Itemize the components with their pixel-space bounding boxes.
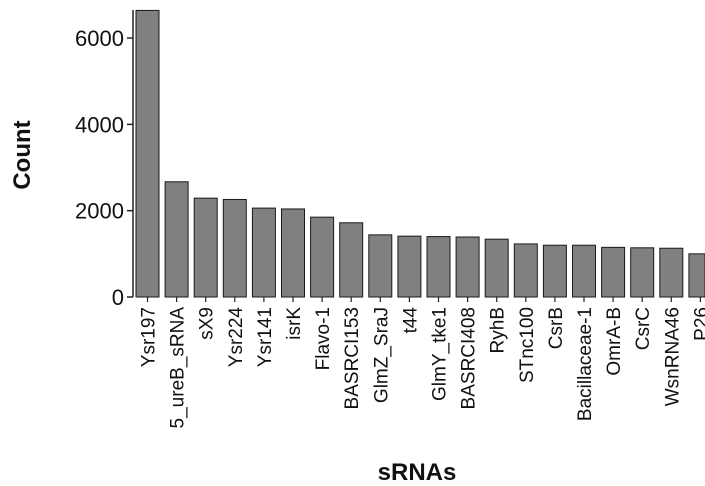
bar [455, 236, 480, 298]
x-tick-label: Ysr224 [226, 307, 247, 368]
y-tick-label: 0 [112, 285, 124, 310]
bar [484, 238, 509, 298]
x-tick-label: Flavo-1 [313, 307, 334, 370]
x-tick-label: STnc100 [517, 307, 538, 383]
x-tick-label: 5_ureB_sRNA [168, 307, 189, 429]
bar [164, 181, 189, 298]
x-tick-label: GlmY_tke1 [430, 307, 451, 401]
bar [222, 198, 247, 298]
x-tick-label: RyhB [488, 307, 509, 353]
bars [135, 9, 705, 298]
bar [601, 246, 626, 298]
x-tick-label: t44 [400, 307, 421, 334]
bar [542, 244, 567, 298]
x-tick-label: isrK [284, 307, 305, 340]
x-tick-label: OmrA-B [604, 307, 625, 376]
y-tick-label: 6000 [75, 26, 124, 51]
bar [513, 243, 538, 298]
bar [659, 247, 684, 298]
y-tick-label: 2000 [75, 199, 124, 224]
x-tick-label: Bacillaceae-1 [575, 307, 596, 421]
bar [426, 236, 451, 298]
y-tick-label: 4000 [75, 112, 124, 137]
x-tick-label: sX9 [197, 307, 218, 340]
bar [135, 9, 160, 298]
bar [281, 208, 305, 298]
x-tick-label: GlmZ_SraJ [371, 307, 392, 403]
y-axis-title: Count [9, 120, 36, 189]
x-tick-label: WsnRNA46 [662, 307, 683, 406]
bar [368, 234, 393, 298]
bar [688, 253, 705, 298]
bar [251, 207, 276, 298]
x-tick-label: CsrB [546, 307, 567, 349]
x-tick-label: Ysr197 [139, 307, 160, 367]
x-axis-title: sRNAs [378, 459, 457, 486]
bar [310, 216, 335, 298]
bar [630, 247, 655, 298]
bar [572, 244, 596, 298]
bar [397, 235, 422, 298]
x-tick-label: CsrC [633, 307, 654, 350]
y-axis-ticks: 0 2000 4000 6000 [75, 26, 133, 310]
x-tick-label: P26 [691, 307, 705, 341]
x-tick-label: Ysr141 [255, 307, 276, 367]
bar [339, 222, 364, 298]
x-axis-ticks: Ysr197 5_ureB_sRNA sX9 Ysr224 Ysr141 isrK Flav… [139, 297, 705, 428]
bar [193, 197, 218, 298]
x-tick-label: BASRCI408 [459, 307, 480, 409]
x-tick-label: BASRCI153 [342, 307, 363, 409]
